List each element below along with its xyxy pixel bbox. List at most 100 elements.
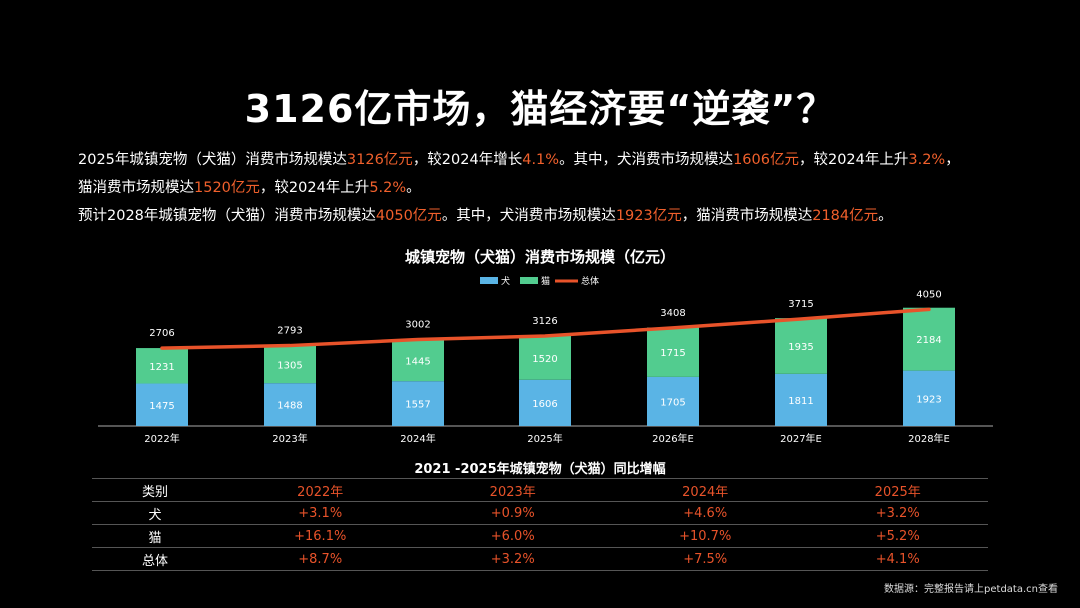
data-label-total: 3715 [788, 299, 813, 310]
highlight-value: 1923亿元 [615, 208, 682, 224]
bar-dog [392, 381, 444, 426]
table-cell: +3.2% [422, 547, 603, 571]
growth-table: 类别 2022年 2023年 2024年 2025年犬 +3.1% +0.9% +4.6% +3… [92, 478, 988, 571]
text-segment: ，较2024年上升 [798, 152, 909, 168]
text-segment: 2025年城镇宠物（犬猫）消费市场规模达 [78, 152, 347, 168]
x-tick-label: 2023年 [272, 432, 307, 445]
x-tick-label: 2028年E [908, 432, 950, 445]
legend-label: 总体 [581, 275, 599, 287]
text-segment: ，较2024年增长 [412, 152, 523, 168]
bar-cat [136, 348, 188, 384]
bar-dog [647, 376, 699, 426]
table-row: 犬 +3.1% +0.9% +4.6% +3.2% [92, 501, 988, 525]
text-segment: 。其中，犬消费市场规模达 [559, 152, 734, 168]
legend-label: 猫 [541, 275, 550, 287]
bar-cat [647, 327, 699, 377]
data-label-dog: 1557 [405, 400, 430, 411]
data-label-cat: 1935 [788, 342, 813, 353]
data-label-dog: 1705 [660, 397, 685, 408]
highlight-value: 5.2% [369, 180, 407, 196]
data-label-cat: 1305 [277, 360, 302, 371]
table-cell: 2022年 [218, 478, 423, 502]
table-cell: +5.2% [807, 524, 988, 548]
table-cell: +8.7% [218, 547, 423, 571]
data-label-cat: 1715 [660, 348, 685, 359]
text-segment: 。其中，犬消费市场规模达 [441, 208, 616, 224]
text-segment: 预计2028年城镇宠物（犬猫）消费市场规模达 [78, 208, 376, 224]
table-cell: +4.1% [807, 547, 988, 571]
table-cell: 2023年 [422, 478, 603, 502]
text-segment: ，猫消费市场规模达 [681, 208, 813, 224]
table-cell: +6.0% [422, 524, 603, 548]
summary-line: 猫消费市场规模达1520亿元，较2024年上升5.2%。 [78, 175, 1018, 202]
table-cell: 2024年 [602, 478, 808, 502]
data-label-dog: 1488 [277, 401, 302, 412]
text-segment: ，较2024年上升 [259, 180, 370, 196]
text-segment: 。 [406, 180, 421, 196]
highlight-value: 2184亿元 [812, 208, 879, 224]
row-label: 犬 [92, 501, 218, 525]
bar-cat [264, 345, 316, 384]
bar-dog [136, 383, 188, 426]
summary-line: 预计2028年城镇宠物（犬猫）消费市场规模达4050亿元。其中，犬消费市场规模达… [78, 203, 1018, 230]
text-segment: 猫消费市场规模达 [78, 180, 194, 196]
data-label-total: 3126 [532, 316, 557, 327]
x-tick-label: 2022年 [144, 432, 179, 445]
data-label-dog: 1606 [532, 399, 557, 410]
data-label-total: 3002 [405, 320, 430, 331]
table-header: 类别 2022年 2023年 2024年 2025年 [92, 478, 988, 502]
data-label-total: 3408 [660, 308, 685, 319]
highlight-value: 1606亿元 [733, 152, 799, 168]
bar-dog [264, 383, 316, 426]
table-title: 2021 -2025年城镇宠物（犬猫）同比增幅 [414, 462, 666, 477]
table-cell: 2025年 [807, 478, 988, 502]
table-cell: +10.7% [602, 524, 808, 548]
table-cell: +3.1% [218, 501, 423, 525]
legend-label: 犬 [501, 275, 510, 287]
text-segment: ， [945, 152, 960, 168]
table-cell: +0.9% [422, 501, 603, 525]
bar-dog [519, 379, 571, 426]
table-cell: +4.6% [602, 501, 808, 525]
data-label-dog: 1475 [149, 401, 174, 412]
bar-cat [903, 307, 955, 371]
source-note: 数据源：完整报告请上petdata.cn查看 [884, 584, 1058, 595]
bar-dog [775, 373, 827, 426]
legend-swatch [480, 277, 498, 284]
data-label-dog: 1923 [916, 394, 941, 405]
row-label: 类别 [92, 478, 218, 502]
data-label-dog: 1811 [788, 396, 813, 407]
highlight-value: 4.1% [522, 152, 560, 168]
legend-swatch [520, 277, 538, 284]
row-label: 总体 [92, 547, 218, 571]
row-label: 猫 [92, 524, 218, 548]
table-cell: +16.1% [218, 524, 423, 548]
data-label-cat: 1445 [405, 356, 430, 367]
bar-dog [903, 370, 955, 426]
data-label-total: 2793 [277, 326, 302, 337]
bar-cat [519, 335, 571, 380]
text-segment: 。 [878, 208, 893, 224]
table-row: 总体 +8.7% +3.2% +7.5% +4.1% [92, 547, 988, 571]
table-cell: +3.2% [807, 501, 988, 525]
data-label-cat: 1520 [532, 354, 557, 365]
data-label-cat: 1231 [149, 362, 174, 373]
highlight-value: 1520亿元 [194, 180, 260, 196]
highlight-value: 4050亿元 [375, 208, 442, 224]
summary-line: 2025年城镇宠物（犬猫）消费市场规模达3126亿元，较2024年增长4.1%。… [78, 147, 1018, 174]
x-tick-label: 2026年E [652, 432, 694, 445]
bar-cat [392, 339, 444, 382]
data-label-cat: 2184 [916, 335, 941, 346]
data-label-total: 4050 [916, 289, 941, 300]
highlight-value: 3126亿元 [346, 152, 413, 168]
bar-cat [775, 318, 827, 374]
page-title: 3126亿市场，猫经济要“逆袭”？ [244, 87, 836, 131]
stacked-bar-chart: 犬 猫 总体 1475 1231 2706 2022年 1488 1305 2793 2023年 15… [98, 275, 993, 445]
x-tick-label: 2027年E [780, 432, 822, 445]
chart-title: 城镇宠物（犬猫）消费市场规模（亿元） [404, 248, 675, 266]
data-label-total: 2706 [149, 328, 174, 339]
table-row: 猫 +16.1% +6.0% +10.7% +5.2% [92, 524, 988, 548]
highlight-value: 3.2% [908, 152, 946, 168]
x-tick-label: 2025年 [527, 432, 562, 445]
total-line [160, 307, 931, 350]
